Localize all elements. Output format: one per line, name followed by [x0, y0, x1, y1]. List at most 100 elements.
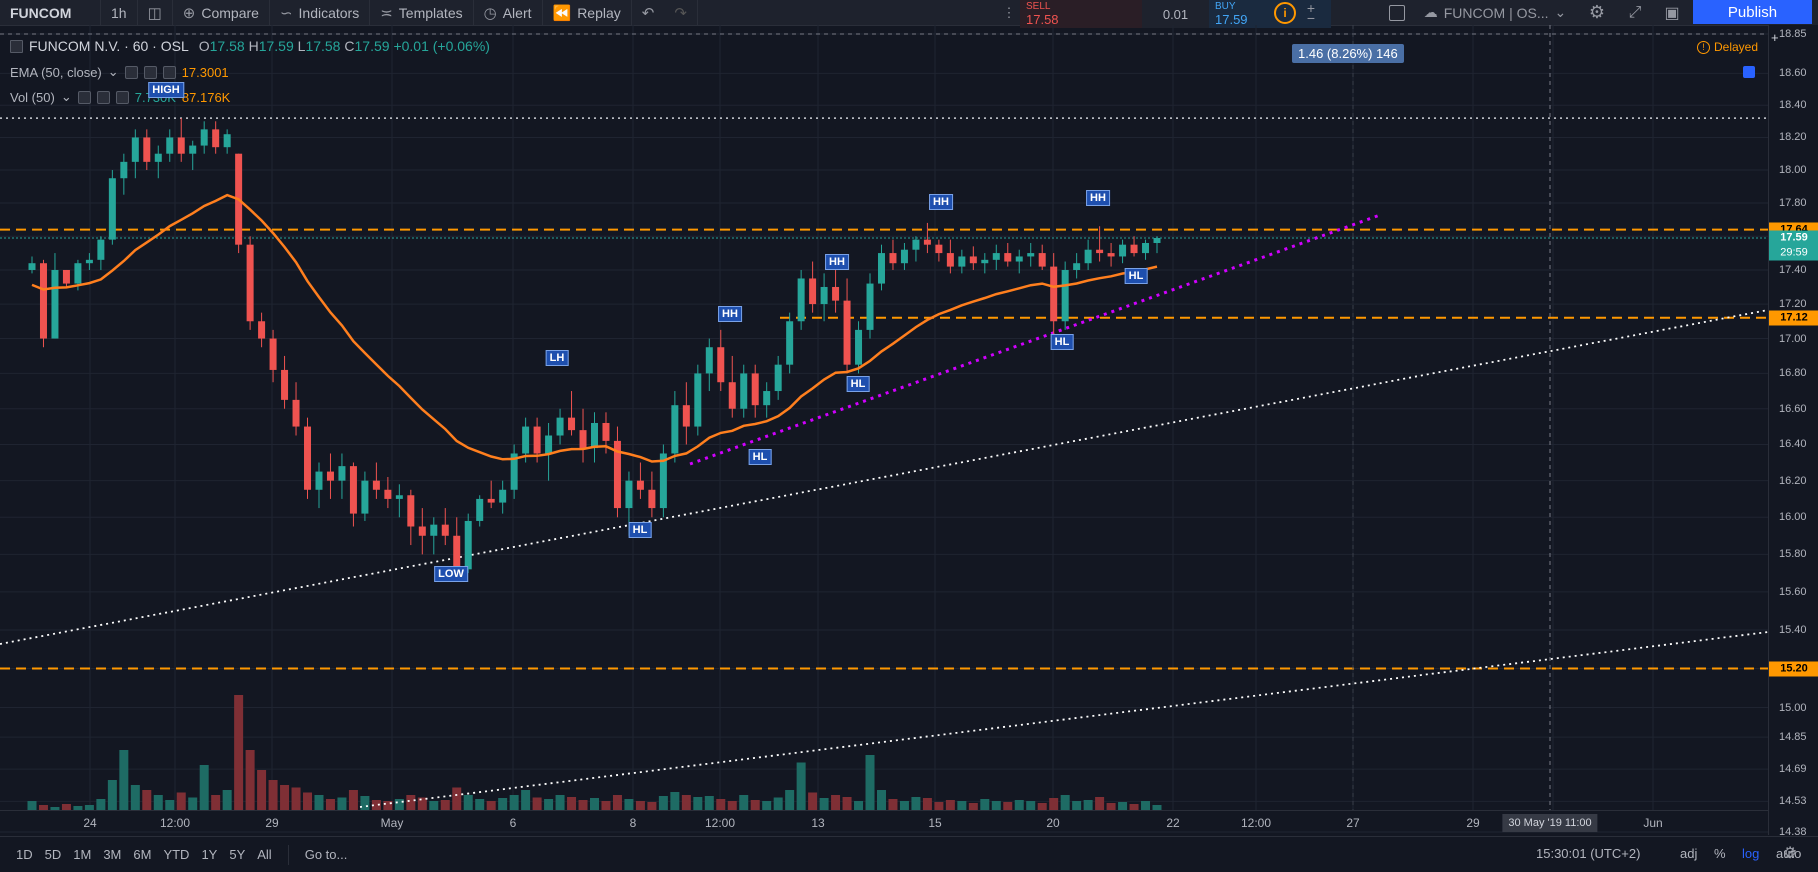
- candle-body-3: [62, 269, 70, 284]
- volume-bar-66: [785, 790, 795, 810]
- sell-button[interactable]: SELL 17.58: [1020, 0, 1142, 28]
- candle-body-41: [499, 489, 507, 503]
- volume-bar-43: [521, 790, 531, 810]
- square-icon: [1389, 4, 1405, 21]
- pattern-label-hl[interactable]: HL: [748, 449, 772, 465]
- price-scale[interactable]: 18.8518.6018.4018.2018.0017.8017.6017.40…: [1768, 25, 1818, 838]
- volume-bar-8: [119, 750, 129, 810]
- indicators-button[interactable]: ∽ Indicators: [270, 0, 371, 25]
- pattern-label-hl[interactable]: HL: [1124, 268, 1148, 284]
- range-5d[interactable]: 5D: [44, 847, 62, 862]
- open-value: 17.58: [209, 38, 245, 54]
- alert-button[interactable]: ◷ Alert: [474, 0, 543, 25]
- snapshot-button[interactable]: ▣: [1658, 0, 1686, 25]
- replay-button[interactable]: ⏪ Replay: [543, 0, 632, 25]
- chevron-down-icon[interactable]: ⌄: [60, 89, 72, 104]
- clock[interactable]: 15:30:01 (UTC+2): [1536, 846, 1641, 861]
- publish-button[interactable]: Publish: [1693, 0, 1812, 24]
- volume-bar-58: [693, 797, 703, 810]
- time-tick: 27: [1346, 816, 1360, 830]
- range-5y[interactable]: 5Y: [229, 847, 246, 862]
- price-chart[interactable]: [0, 25, 1768, 835]
- time-axis[interactable]: 24 12:00 29 May 6 8 12:00 13 15 20 22 12:00 27 29 Jun 3…: [0, 810, 1768, 836]
- volume-bar-86: [1014, 800, 1024, 810]
- eye-icon[interactable]: [77, 90, 91, 104]
- pattern-label-hh[interactable]: HH: [929, 194, 953, 210]
- candle-body-12: [166, 137, 174, 154]
- templates-button[interactable]: ≍ Templates: [370, 0, 474, 25]
- symbol-label: FUNCOM: [10, 4, 72, 21]
- pattern-label-hl[interactable]: HL: [846, 376, 870, 392]
- time-tick: 29: [265, 816, 279, 830]
- close-icon[interactable]: [162, 65, 176, 79]
- interval-button[interactable]: 1h: [101, 0, 138, 25]
- settings-icon[interactable]: [96, 90, 110, 104]
- pattern-label-high[interactable]: HIGH: [148, 82, 184, 98]
- volume-bar-79: [934, 802, 944, 810]
- volume-bar-9: [130, 785, 140, 810]
- adj-toggle[interactable]: adj: [1680, 846, 1698, 861]
- candle-body-56: [671, 405, 679, 454]
- range-1y[interactable]: 1Y: [201, 847, 218, 862]
- settings-icon[interactable]: ⚙: [1783, 845, 1798, 862]
- candle-body-5: [85, 259, 93, 264]
- time-tick: 24: [83, 816, 97, 830]
- volume-bar-89: [1049, 798, 1059, 810]
- close-icon[interactable]: [115, 90, 129, 104]
- range-1m[interactable]: 1M: [73, 847, 92, 862]
- candle-body-85: [1004, 253, 1012, 262]
- time-tick: 12:00: [159, 816, 191, 830]
- volume-bar-0: [27, 801, 37, 810]
- volume-label[interactable]: Vol (50): [10, 89, 55, 105]
- chart-type-button[interactable]: ◫: [138, 0, 173, 25]
- candle-body-15: [200, 129, 208, 146]
- percent-toggle[interactable]: %: [1714, 846, 1726, 861]
- fullscreen-button[interactable]: ⤢: [1621, 0, 1649, 25]
- price-tick: 14.53: [1779, 795, 1807, 808]
- symbol-search-button[interactable]: FUNCOM: [0, 0, 101, 25]
- delayed-badge[interactable]: ! Delayed: [1697, 40, 1758, 54]
- range-ytd[interactable]: YTD: [163, 847, 190, 862]
- price-tick: 17.00: [1779, 332, 1807, 345]
- add-price-alert-icon[interactable]: +: [1771, 30, 1779, 45]
- buy-button[interactable]: BUY 17.59: [1209, 0, 1331, 28]
- pattern-label-hl[interactable]: HL: [628, 522, 652, 538]
- auto-toggle[interactable]: auto: [1776, 846, 1802, 861]
- log-toggle[interactable]: log: [1742, 846, 1760, 861]
- drag-handle-icon[interactable]: ⋮: [1002, 4, 1016, 20]
- ema-label[interactable]: EMA (50, close): [10, 64, 102, 80]
- pattern-label-lh[interactable]: LH: [545, 350, 569, 366]
- redo-button[interactable]: ↷: [664, 0, 698, 25]
- price-tick: 18.60: [1779, 67, 1807, 80]
- volume-bar-52: [624, 799, 634, 810]
- eye-icon[interactable]: [124, 65, 138, 79]
- candle-body-95: [1119, 244, 1127, 257]
- range-all[interactable]: All: [257, 847, 272, 862]
- fullscreen-toggle[interactable]: [1385, 0, 1409, 25]
- chevron-down-icon[interactable]: ⌄: [107, 64, 119, 79]
- quantity-stepper[interactable]: + −: [1302, 0, 1320, 25]
- pattern-label-hh[interactable]: HH: [825, 254, 849, 270]
- range-1d[interactable]: 1D: [16, 847, 33, 862]
- layout-menu[interactable]: ☁ FUNCOM | OS... ⌄: [1420, 0, 1570, 25]
- compare-button[interactable]: ⊕ Compare: [173, 0, 270, 25]
- settings-icon[interactable]: [143, 65, 157, 79]
- goto-button[interactable]: Go to...: [304, 847, 348, 862]
- object-tree-icon[interactable]: [1743, 66, 1755, 78]
- info-button[interactable]: i: [1270, 0, 1300, 25]
- plus-circle-icon: ⊕: [182, 4, 196, 22]
- volume-bar-76: [899, 801, 909, 810]
- range-6m[interactable]: 6M: [133, 847, 152, 862]
- undo-button[interactable]: ↶: [632, 0, 665, 25]
- candle-body-42: [510, 453, 518, 490]
- pattern-label-hh[interactable]: HH: [1086, 190, 1110, 206]
- pattern-label-hh[interactable]: HH: [718, 306, 742, 322]
- pattern-label-hl[interactable]: HL: [1050, 334, 1074, 350]
- volume-bar-4: [73, 806, 83, 810]
- legend-title[interactable]: FUNCOM N.V. · 60 · OSL: [29, 38, 189, 54]
- collapse-icon[interactable]: [10, 39, 23, 53]
- price-tick: 15.40: [1779, 623, 1807, 636]
- pattern-label-low[interactable]: LOW: [434, 566, 468, 582]
- range-3m[interactable]: 3M: [103, 847, 122, 862]
- settings-button[interactable]: ⚙: [1583, 0, 1611, 25]
